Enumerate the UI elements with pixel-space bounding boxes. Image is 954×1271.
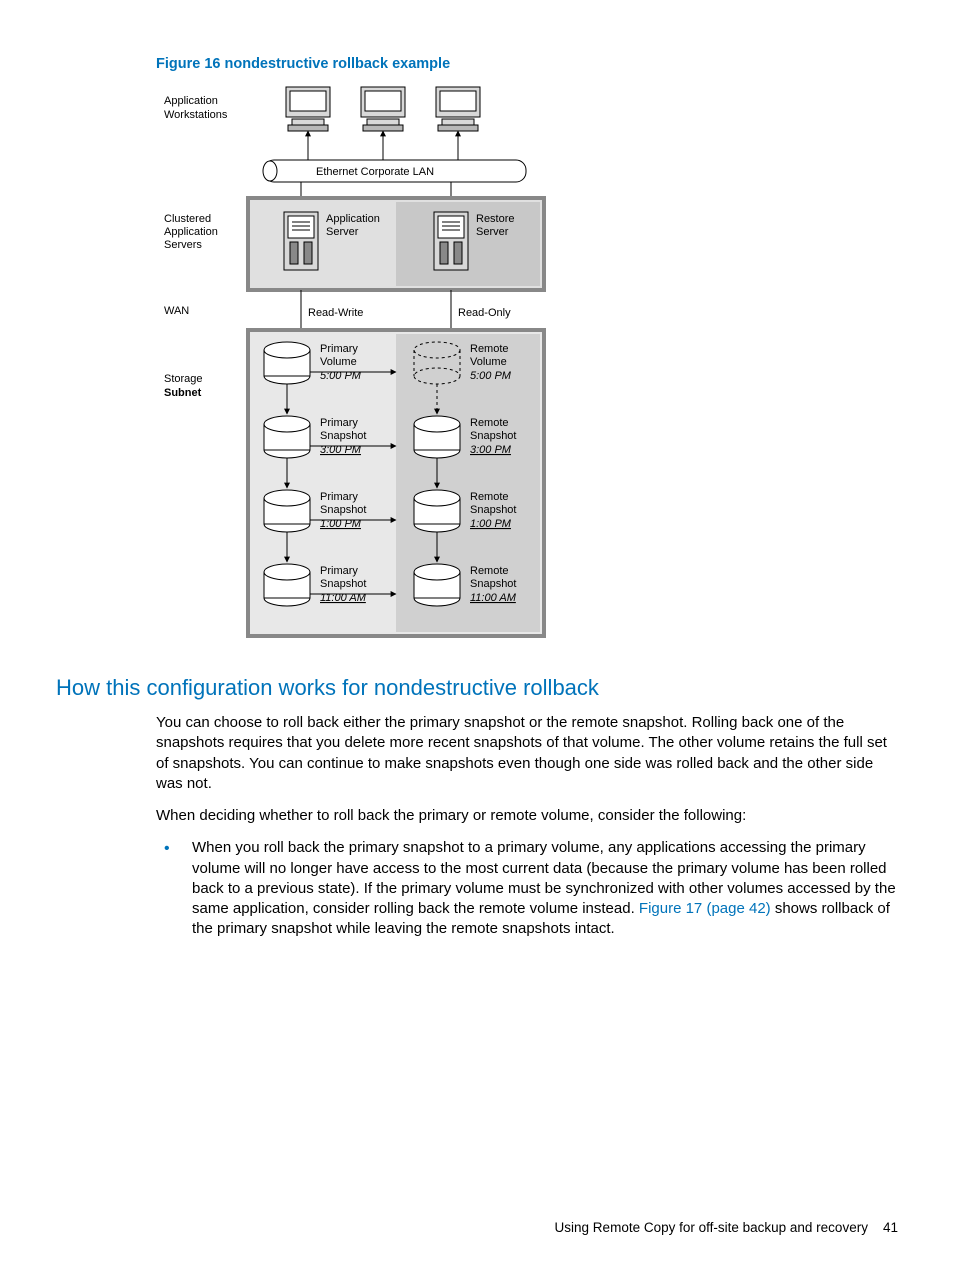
label-read-write: Read-Write: [308, 307, 363, 319]
primary-snapshot-3pm-cylinder: [264, 416, 310, 458]
label-restore-server-1: Restore: [476, 213, 515, 225]
remote-snapshot-1pm-cylinder: [414, 490, 460, 532]
label-app-workstations-1: Application: [164, 95, 218, 107]
figure-diagram: Application Workstations Ethernet Corpor…: [156, 82, 898, 647]
remote-snapshot-3pm-cylinder: [414, 416, 460, 458]
figure-caption: Figure 16 nondestructive rollback exampl…: [156, 56, 898, 72]
section-heading: How this configuration works for nondest…: [56, 675, 898, 701]
page: Figure 16 nondestructive rollback exampl…: [0, 0, 954, 1271]
label-remote-volume-2: Volume: [470, 356, 507, 368]
footer-text: Using Remote Copy for off-site backup an…: [555, 1220, 868, 1235]
primary-snapshot-11am-cylinder: [264, 564, 310, 606]
footer-page-number: 41: [883, 1220, 898, 1235]
label-storage: Storage: [164, 373, 203, 385]
label-app-workstations-2: Workstations: [164, 109, 228, 121]
label-clustered-2: Application: [164, 226, 218, 238]
label-primary-snap11-2: Snapshot: [320, 578, 366, 590]
label-primary-volume-1: Primary: [320, 343, 358, 355]
primary-snapshot-1pm-cylinder: [264, 490, 310, 532]
label-remote-snap1-2: Snapshot: [470, 504, 516, 516]
label-subnet: Subnet: [164, 387, 202, 399]
label-remote-snap3-time: 3:00 PM: [470, 444, 512, 456]
label-remote-snap1-time: 1:00 PM: [470, 518, 512, 530]
label-primary-snap3-1: Primary: [320, 417, 358, 429]
label-primary-snap11-1: Primary: [320, 565, 358, 577]
bullet-list: When you roll back the primary snapshot …: [156, 838, 898, 939]
label-primary-snap1-1: Primary: [320, 491, 358, 503]
label-remote-snap3-1: Remote: [470, 417, 509, 429]
label-remote-snap1-1: Remote: [470, 491, 509, 503]
label-app-server-2: Server: [326, 226, 359, 238]
paragraph-2: When deciding whether to roll back the p…: [156, 806, 898, 826]
label-ethernet-lan: Ethernet Corporate LAN: [316, 166, 434, 178]
label-clustered-3: Servers: [164, 239, 202, 251]
label-remote-snap11-1: Remote: [470, 565, 509, 577]
remote-snapshot-11am-cylinder: [414, 564, 460, 606]
primary-volume-cylinder: [264, 342, 310, 384]
label-read-only: Read-Only: [458, 307, 511, 319]
label-primary-snap3-2: Snapshot: [320, 430, 366, 442]
label-remote-snap11-time: 11:00 AM: [470, 592, 517, 604]
ethernet-lan-pipe: Ethernet Corporate LAN: [263, 160, 526, 182]
label-remote-volume-time: 5:00 PM: [470, 370, 512, 382]
label-restore-server-2: Server: [476, 226, 509, 238]
label-app-server-1: Application: [326, 213, 380, 225]
bullet-item-1: When you roll back the primary snapshot …: [156, 838, 898, 939]
label-remote-volume-1: Remote: [470, 343, 509, 355]
clustered-servers-box: [248, 198, 544, 290]
label-remote-snap11-2: Snapshot: [470, 578, 516, 590]
label-remote-snap3-2: Snapshot: [470, 430, 516, 442]
page-footer: Using Remote Copy for off-site backup an…: [555, 1220, 898, 1235]
workstation-icon: [286, 87, 480, 131]
label-wan: WAN: [164, 305, 189, 317]
label-primary-volume-2: Volume: [320, 356, 357, 368]
label-clustered-1: Clustered: [164, 213, 211, 225]
paragraph-1: You can choose to roll back either the p…: [156, 713, 898, 794]
label-primary-snap1-2: Snapshot: [320, 504, 366, 516]
figure-17-link[interactable]: Figure 17 (page 42): [639, 900, 771, 917]
